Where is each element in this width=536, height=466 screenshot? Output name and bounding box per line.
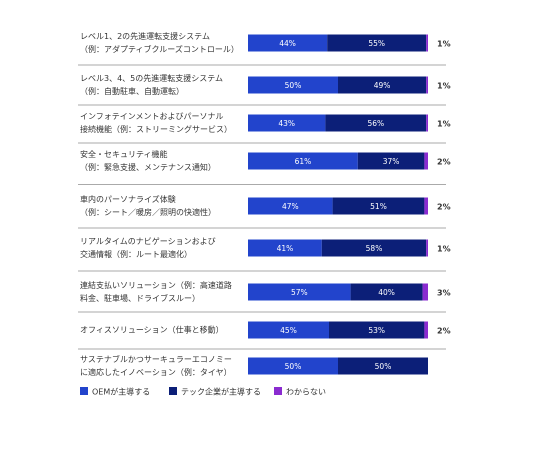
category-label: リアルタイムのナビゲーションおよび: [80, 236, 216, 246]
bar-segment: [248, 114, 326, 132]
value-label: 61%: [295, 157, 312, 166]
legend-swatch: [169, 387, 177, 395]
bar-segment: [329, 321, 425, 339]
bar-segment: [338, 76, 427, 94]
legend-label: テック企業が主導する: [181, 387, 261, 397]
category-label: 交通情報（例：ルート最適化）: [80, 249, 192, 259]
bar-segment: [332, 197, 425, 215]
value-label: 53%: [368, 326, 385, 335]
bar-segment: [327, 34, 427, 52]
bar-segment: [422, 283, 428, 301]
value-label: 50%: [285, 362, 302, 371]
category-label: 車内のパーソナライズ体験: [80, 194, 176, 204]
bar-segment: [424, 197, 428, 215]
value-label: 56%: [367, 119, 384, 128]
category-label: サステナブルかつサーキュラーエコノミー: [80, 354, 232, 364]
bar-segment: [248, 76, 338, 94]
value-label: 2%: [437, 158, 451, 167]
category-label: に適応したイノベーション（例：タイヤ）: [80, 367, 232, 377]
value-label: 41%: [277, 244, 294, 253]
value-label: 55%: [368, 39, 385, 48]
legend-label: わからない: [286, 388, 326, 397]
value-label: 2%: [437, 203, 451, 212]
value-label: 40%: [378, 288, 395, 297]
bar-segment: [426, 34, 428, 52]
category-label: 接続機能（例：ストリーミングサービス）: [80, 124, 232, 134]
value-label: 1%: [437, 40, 451, 49]
value-label: 51%: [370, 202, 387, 211]
bar-segment: [321, 239, 427, 257]
value-label: 49%: [374, 81, 391, 90]
value-label: 50%: [285, 81, 302, 90]
value-label: 1%: [437, 245, 451, 254]
category-label: （例：アダプティブクルーズコントロール）: [80, 44, 239, 54]
category-label: インフォテインメントおよびパーソナル: [80, 112, 224, 121]
category-label: （例：シート／暖房／照明の快適性）: [80, 207, 216, 217]
category-label: レベル3、4、5の先進運転支援システム: [80, 73, 223, 83]
bar-segment: [426, 76, 428, 94]
value-label: 44%: [279, 39, 296, 48]
legend-swatch: [274, 387, 282, 395]
category-label: 安全・セキュリティ機能: [80, 149, 168, 159]
bar-segment: [424, 321, 428, 339]
category-label: （例：自動駐車、自動運転）: [80, 86, 184, 96]
value-label: 47%: [282, 202, 299, 211]
bar-segment: [325, 114, 427, 132]
category-label: 連結支払いソリューション（例：高速道路: [80, 280, 232, 290]
value-label: 3%: [437, 289, 451, 298]
value-label: 57%: [291, 288, 308, 297]
bar-segment: [426, 239, 428, 257]
category-label: 料金、駐車場、ドライブスルー）: [80, 293, 200, 303]
bar-segment: [248, 283, 351, 301]
bar-segment: [248, 239, 322, 257]
bar-segment: [350, 283, 423, 301]
bar-segment: [248, 197, 333, 215]
bar-segment: [426, 114, 428, 132]
value-label: 1%: [437, 120, 451, 129]
value-label: 43%: [278, 119, 295, 128]
bar-segment: [248, 34, 328, 52]
bar-segment: [248, 152, 358, 170]
value-label: 50%: [375, 362, 392, 371]
value-label: 2%: [437, 327, 451, 336]
value-label: 37%: [383, 157, 400, 166]
value-label: 58%: [366, 244, 383, 253]
value-label: 45%: [280, 326, 297, 335]
bar-segment: [357, 152, 425, 170]
value-label: 1%: [437, 82, 451, 91]
legend-label: OEMが主導する: [92, 387, 150, 397]
bar-segment: [248, 321, 329, 339]
bar-segment: [424, 152, 428, 170]
category-label: オフィスソリューション（仕事と移動）: [80, 325, 224, 335]
category-label: レベル1、2の先進運転支援システム: [80, 31, 210, 41]
legend-swatch: [80, 387, 88, 395]
bar-segment: [248, 357, 338, 375]
category-label: （例：緊急支援、メンテナンス通知）: [80, 162, 216, 172]
bar-segment: [338, 357, 428, 375]
